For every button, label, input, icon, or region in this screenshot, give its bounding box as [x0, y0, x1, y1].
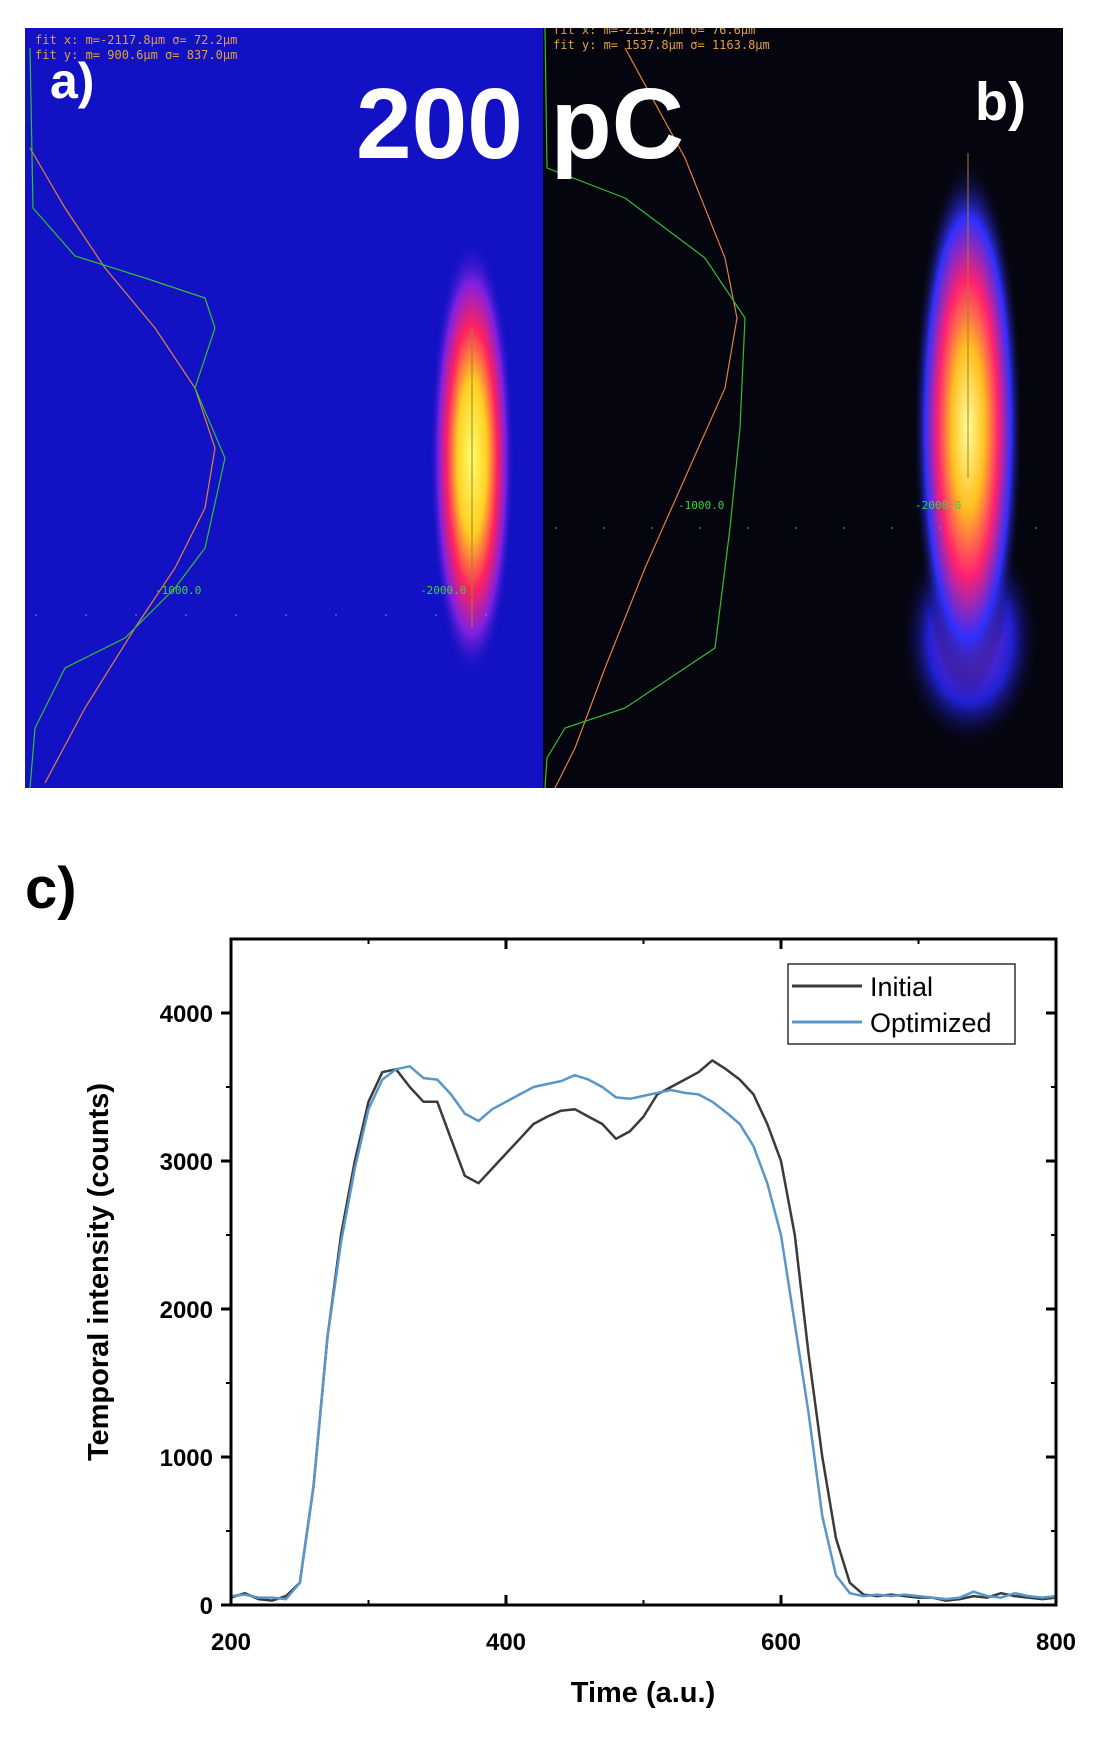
panel-label-c: c)	[25, 856, 77, 921]
profile-curve-b	[544, 28, 746, 788]
panel-label-b: b)	[975, 72, 1026, 132]
legend-label-initial: Initial	[870, 972, 933, 1002]
series-line-initial	[230, 1059, 1057, 1602]
x-axis-label: Time (a.u.)	[571, 1677, 716, 1709]
beam-images: fit x: m=-2117.8µm σ= 72.2µm fit y: m= 9…	[25, 28, 1063, 788]
y-axis-label: Temporal intensity (counts)	[83, 1083, 115, 1461]
profile-curve-a	[29, 47, 226, 788]
series-line-optimized	[230, 1065, 1057, 1601]
panel-label-a: a)	[50, 53, 94, 109]
x-tick-label: 800	[1036, 1629, 1076, 1656]
x-tick-label: 200	[211, 1629, 251, 1656]
legend-box	[787, 963, 1016, 1045]
panel-b: fit x: m=-2134.7µm σ= 76.6µm fit y: m= 1…	[543, 28, 1063, 788]
temporal-intensity-chart: c) 200 400 600 800 0 1000 2000 3000 4000 Initial O…	[25, 856, 1076, 1709]
y-tick-label: 2000	[160, 1297, 213, 1324]
panel-a: fit x: m=-2117.8µm σ= 72.2µm fit y: m= 9…	[25, 28, 543, 788]
legend-label-optimized: Optimized	[870, 1008, 992, 1038]
fit-y-text-a: fit y: m= 900.6µm σ= 837.0µm	[35, 48, 237, 62]
fit-x-text-a: fit x: m=-2117.8µm σ= 72.2µm	[35, 33, 237, 47]
profile-fit-curve-b	[554, 47, 738, 788]
y-tick-label: 0	[200, 1593, 213, 1620]
fit-x-text-b: fit x: m=-2134.7µm σ= 76.6µm	[553, 28, 755, 37]
y-tick-label: 4000	[160, 1001, 213, 1028]
y-tick-label: 3000	[160, 1149, 213, 1176]
x-tick-label: 600	[761, 1629, 801, 1656]
axis-label-b-2: -2000.0	[915, 499, 961, 512]
profile-fit-curve-a	[29, 147, 216, 784]
axis-label-b-1: -1000.0	[678, 499, 724, 512]
x-tick-label: 400	[486, 1629, 526, 1656]
axis-label-a-2: -2000.0	[420, 584, 466, 597]
y-tick-label: 1000	[160, 1445, 213, 1472]
charge-title: 200 pC	[356, 68, 684, 180]
axis-label-a-1: -1000.0	[155, 584, 201, 597]
fit-y-text-b: fit y: m= 1537.8µm σ= 1163.8µm	[553, 38, 770, 52]
